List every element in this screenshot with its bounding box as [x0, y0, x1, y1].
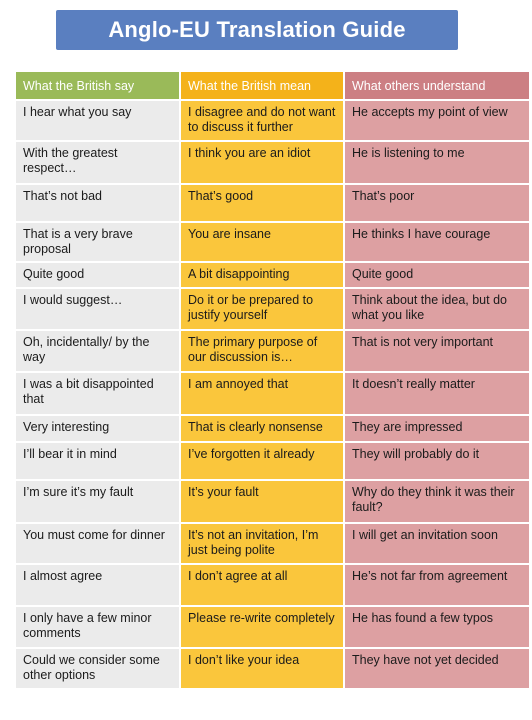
others-understand-cell: They will probably do it	[344, 442, 531, 481]
british-mean-cell: I think you are an idiot	[180, 141, 345, 185]
british-say-cell: With the greatest respect…	[16, 141, 181, 185]
british-mean-cell: Do it or be prepared to justify yourself	[180, 288, 345, 331]
table-row: Oh, incidentally/ by the way The primary …	[16, 330, 531, 373]
others-understand-cell: Why do they think it was their fault?	[344, 480, 531, 524]
column-header-british-say: What the British say	[16, 72, 181, 101]
others-understand-cell: They are impressed	[344, 415, 531, 443]
british-say-cell: Could we consider some other options	[16, 648, 181, 690]
column-header-others-understand: What others understand	[344, 72, 531, 101]
british-mean-cell: I don’t like your idea	[180, 648, 345, 690]
british-mean-cell: That is clearly nonsense	[180, 415, 345, 443]
british-say-cell: Very interesting	[16, 415, 181, 443]
british-mean-cell: You are insane	[180, 222, 345, 263]
others-understand-cell: He thinks I have courage	[344, 222, 531, 263]
british-mean-cell: I disagree and do not want to discuss it…	[180, 100, 345, 142]
others-understand-cell: He has found a few typos	[344, 606, 531, 649]
british-mean-cell: It’s not an invitation, I’m just being p…	[180, 523, 345, 565]
british-say-cell: You must come for dinner	[16, 523, 181, 565]
british-mean-cell: It’s your fault	[180, 480, 345, 524]
table-row: That’s not bad That’s good That’s poor	[16, 184, 531, 223]
others-understand-cell: He’s not far from agreement	[344, 564, 531, 607]
british-mean-cell: I’ve forgotten it already	[180, 442, 345, 481]
table-row: I would suggest… Do it or be prepared to …	[16, 288, 531, 331]
table-row: That is a very brave proposal You are ins…	[16, 222, 531, 263]
british-say-cell: I’ll bear it in mind	[16, 442, 181, 481]
british-mean-cell: I am annoyed that	[180, 372, 345, 416]
british-mean-cell: The primary purpose of our discussion is…	[180, 330, 345, 373]
page-title: Anglo-EU Translation Guide	[56, 10, 458, 50]
translation-table: What the British say What the British me…	[16, 72, 531, 690]
others-understand-cell: That is not very important	[344, 330, 531, 373]
british-mean-cell: A bit disappointing	[180, 262, 345, 289]
british-say-cell: I almost agree	[16, 564, 181, 607]
others-understand-cell: He accepts my point of view	[344, 100, 531, 142]
others-understand-cell: Quite good	[344, 262, 531, 289]
british-say-cell: That’s not bad	[16, 184, 181, 223]
table-row: With the greatest respect… I think you ar…	[16, 141, 531, 185]
table-row: I was a bit disappointed that I am annoye…	[16, 372, 531, 416]
british-say-cell: That is a very brave proposal	[16, 222, 181, 263]
table-row: I almost agree I don’t agree at all He’s n…	[16, 564, 531, 607]
british-say-cell: I hear what you say	[16, 100, 181, 142]
table-row: Very interesting That is clearly nonsense…	[16, 415, 531, 443]
others-understand-cell: Think about the idea, but do what you li…	[344, 288, 531, 331]
table-row: Could we consider some other options I do…	[16, 648, 531, 690]
table-body: I hear what you say I disagree and do not…	[16, 100, 531, 690]
others-understand-cell: I will get an invitation soon	[344, 523, 531, 565]
others-understand-cell: That’s poor	[344, 184, 531, 223]
british-say-cell: I was a bit disappointed that	[16, 372, 181, 416]
british-say-cell: I’m sure it’s my fault	[16, 480, 181, 524]
british-say-cell: Quite good	[16, 262, 181, 289]
table-row: I only have a few minor comments Please r…	[16, 606, 531, 649]
british-say-cell: I would suggest…	[16, 288, 181, 331]
others-understand-cell: It doesn’t really matter	[344, 372, 531, 416]
british-say-cell: Oh, incidentally/ by the way	[16, 330, 181, 373]
others-understand-cell: They have not yet decided	[344, 648, 531, 690]
table-header: What the British say What the British me…	[16, 72, 531, 101]
others-understand-cell: He is listening to me	[344, 141, 531, 185]
column-header-british-mean: What the British mean	[180, 72, 345, 101]
table-row: Quite good A bit disappointing Quite good	[16, 262, 531, 289]
table-row: I hear what you say I disagree and do not…	[16, 100, 531, 142]
header-row: What the British say What the British me…	[16, 72, 531, 101]
british-mean-cell: I don’t agree at all	[180, 564, 345, 607]
table-row: I’ll bear it in mind I’ve forgotten it al…	[16, 442, 531, 481]
british-say-cell: I only have a few minor comments	[16, 606, 181, 649]
british-mean-cell: Please re-write completely	[180, 606, 345, 649]
table-row: I’m sure it’s my fault It’s your fault Why…	[16, 480, 531, 524]
table-row: You must come for dinner It’s not an invi…	[16, 523, 531, 565]
british-mean-cell: That’s good	[180, 184, 345, 223]
